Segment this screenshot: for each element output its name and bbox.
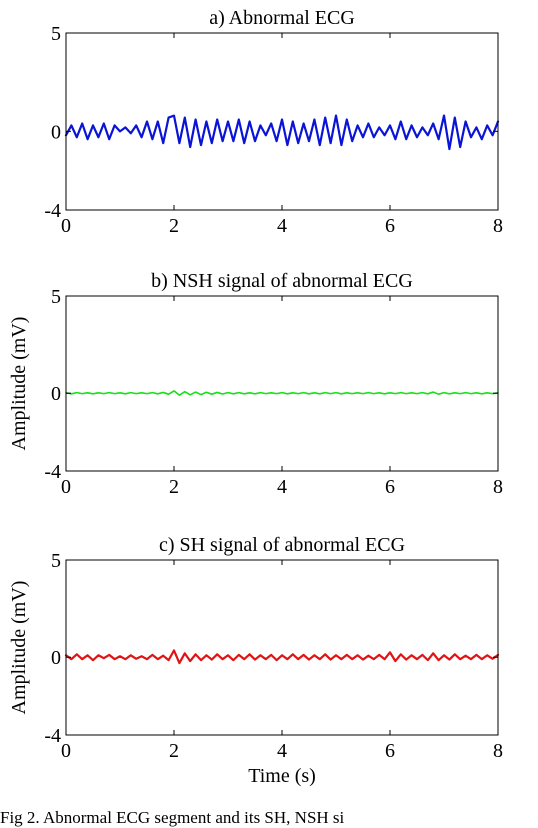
x-tick-label: 6 (385, 740, 395, 762)
y-tick-label: 0 (51, 647, 61, 669)
y-tick-label: -4 (44, 725, 61, 747)
x-tick-label: 0 (61, 215, 71, 237)
series-line-3-1 (64, 649, 500, 665)
y-tick-label: 5 (51, 286, 61, 308)
plot-frame (65, 295, 499, 472)
x-tick-label: 4 (277, 215, 287, 237)
chart-title: b) NSH signal of abnormal ECG (151, 270, 413, 292)
x-tick-label: 6 (385, 476, 395, 498)
y-tick-label: 5 (51, 23, 61, 45)
x-tick-label: 6 (385, 215, 395, 237)
series-line-2-1 (65, 390, 499, 396)
chart-title: c) SH signal of abnormal ECG (159, 534, 405, 556)
x-tick-label: 0 (61, 740, 71, 762)
series-line-1-1 (64, 114, 500, 151)
y-axis-label: Amplitude (mV) (8, 317, 30, 451)
x-axis-label: Time (s) (248, 765, 316, 787)
x-tick-label: 4 (277, 740, 287, 762)
x-tick-label: 8 (493, 215, 503, 237)
x-tick-label: 8 (493, 740, 503, 762)
y-tick-label: -4 (44, 461, 61, 483)
figure-caption: Fig 2. Abnormal ECG segment and its SH, … (0, 808, 345, 827)
x-tick-label: 0 (61, 476, 71, 498)
y-tick-label: 0 (51, 121, 61, 143)
y-tick-label: 0 (51, 383, 61, 405)
chart-title: a) Abnormal ECG (209, 7, 355, 29)
x-tick-label: 8 (493, 476, 503, 498)
x-tick-label: 2 (169, 476, 179, 498)
y-tick-label: 5 (51, 550, 61, 572)
y-tick-label: -4 (44, 200, 61, 222)
x-tick-label: 4 (277, 476, 287, 498)
x-tick-label: 2 (169, 740, 179, 762)
x-tick-label: 2 (169, 215, 179, 237)
y-axis-label: Amplitude (mV) (8, 581, 30, 715)
plot-frame (65, 559, 499, 736)
